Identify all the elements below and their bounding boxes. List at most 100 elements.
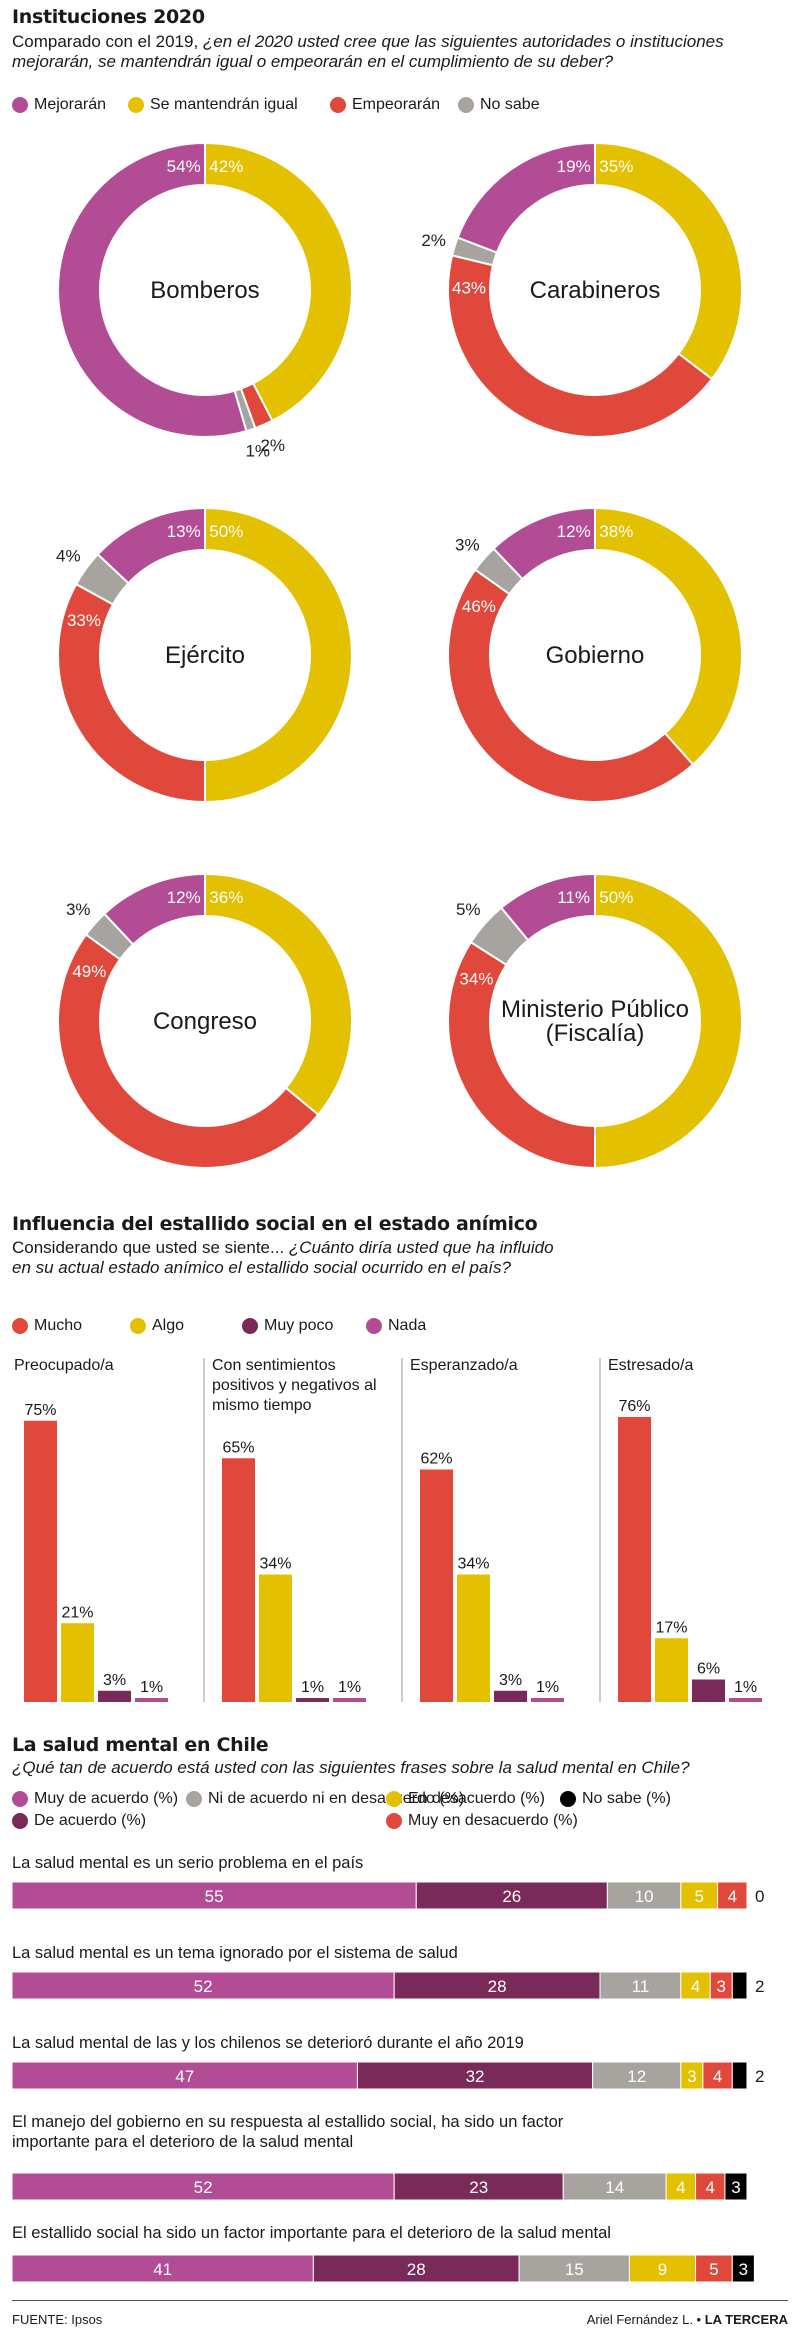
s2-legend-item-muy-poco: Muy poco [242,1317,333,1335]
bar-group-con-sentimientos-positivos-y-n: 65% 34% 1% 1% [222,1439,366,1702]
segment-en-desacuerdo [680,1881,719,1910]
segment-muy-de-acuerdo [11,1971,395,2000]
section1-subtitle: Comparado con el 2019, ¿en el 2020 usted… [12,32,792,72]
legend-label: Muy poco [264,1317,334,1334]
s2-legend-item-algo: Algo [130,1317,184,1335]
segment-value-label: 2 [755,1977,764,1996]
bar-mucho [222,1458,255,1702]
donut-value-label: 2% [421,231,446,250]
legend-swatch [12,1813,28,1829]
legend-swatch [12,97,28,113]
statement-label: El manejo del gobierno en su respuesta a… [12,2113,564,2151]
source-note: FUENTE: Ipsos [12,2312,103,2327]
bar-algo [259,1574,292,1702]
stacked-row: 55 26 10 5 4 0 [11,1881,764,1910]
bar-value-label: 75% [24,1402,56,1419]
legend-swatch [12,1791,28,1807]
segment-value-label: 3 [687,2067,696,2086]
donut-value-label: 2% [260,436,285,455]
donut-charts: 42%2%1%54%Bomberos35%43%2%19%Carabineros… [56,141,743,1170]
legend-label: Mejorarán [34,96,107,113]
segment-value-label: 26 [502,1887,521,1906]
section3-title: La salud mental en Chile [12,1734,269,1756]
bar-group-label: Esperanzado/a [410,1357,518,1374]
bar-value-label: 65% [222,1439,254,1456]
donut-slice-mejoraran [102,872,206,946]
legend-label: Empeorarán [352,96,441,113]
segment-value-label: 41 [153,2260,172,2279]
segment-value-label: 4 [676,2178,685,2197]
credit: Ariel Fernández L. • LA TERCERA [587,2312,788,2327]
legend-swatch [130,1318,146,1334]
segment-value-label: 52 [194,1977,213,1996]
section1-subtitle-question: ¿en el 2020 usted cree que las siguiente… [12,32,724,71]
legend-swatch [242,1318,258,1334]
s2-legend-item-nada: Nada [366,1317,426,1335]
donut-value-label: 50% [209,522,243,541]
segment-no-sabe [731,2254,755,2283]
section2-title: Influencia del estallido social en el es… [12,1213,538,1235]
segment-muy-en-desacuerdo [717,1881,748,1910]
donut-slice-empeoraran [447,254,714,438]
bar-value-label: 1% [140,1679,163,1696]
donut-center-label: Bomberos [150,277,259,304]
bar-mucho [618,1417,651,1702]
bar-mucho [24,1420,57,1702]
segment-de-acuerdo [312,2254,520,2283]
bar-mucho [420,1469,453,1702]
segment-value-label: 47 [175,2067,194,2086]
donut-slice-se-mantendran-igual [204,141,353,423]
donut-gobierno: 38% 46% 3% 12% Gobierno [447,506,743,803]
donut-slice-se-mantendran-igual [594,872,743,1170]
segment-no-sabe [731,2061,748,2090]
donut-value-label: 42% [209,157,243,176]
segment-value-label: 23 [469,2178,488,2197]
donut-value-label: 12% [557,522,591,541]
donut-value-label: 33% [67,611,101,630]
bar-group-label: Estresado/a [608,1357,694,1374]
stacked-row: 47 32 12 3 4 2 [11,2061,764,2090]
bar-group-esperanzado-a: 62% 34% 3% 1% [420,1451,564,1702]
outlet-name: LA TERCERA [704,2312,788,2327]
donut-slice-mejoraran [499,872,596,942]
bar-value-label: 62% [420,1451,452,1468]
segment-no-sabe [731,1971,748,2000]
legend-swatch [458,97,474,113]
segment-value-label: 5 [709,2260,718,2279]
bar-algo [655,1638,688,1702]
donut-slice-mejoraran [96,506,206,585]
segment-value-label: 28 [488,1977,507,1996]
bar-group-label: Con sentimientos positivos y negativos a… [212,1357,377,1414]
bar-nada [135,1698,168,1702]
donut-slice-mejoraran [492,506,596,581]
bar-value-label: 34% [259,1556,291,1573]
segment-value-label: 0 [755,1887,764,1906]
segment-muy-en-desacuerdo [695,2254,733,2283]
segment-no-sabe [724,2172,748,2201]
donut-slice-empeoraran [447,940,596,1170]
donut-value-label: 50% [599,888,633,907]
segment-ni-de-acuerdo-ni-en-desacuerdo [592,2061,682,2090]
section3-subtitle-question: ¿Qué tan de acuerdo está usted con las s… [12,1758,690,1777]
legend-swatch [366,1318,382,1334]
donut-value-label: 19% [557,157,591,176]
bar-muy-poco [692,1679,725,1702]
donut-ministerio-publico-fiscalia: 50% 34% 5% 11% Ministerio Público(Fiscalía) [447,872,743,1170]
bar-value-label: 21% [61,1604,93,1621]
segment-value-label: 4 [691,1977,700,1996]
s3-legend-item-en-desacuerdo: En desacuerdo (%) [386,1790,545,1808]
bar-value-label: 34% [457,1556,489,1573]
segment-value-label: 3 [731,2178,740,2197]
s1-legend-item-mejoraran: Mejorarán [12,96,106,114]
donut-center-label: Ministerio Público [501,996,689,1023]
donut-value-label: 36% [209,888,243,907]
donut-slice-se-mantendran-igual [204,872,353,1117]
legend-label: Nada [388,1317,427,1334]
bar-value-label: 1% [734,1679,757,1696]
donut-slice-mejoraran [456,141,596,254]
bar-value-label: 3% [499,1672,522,1689]
footer-divider [12,2300,788,2301]
donut-slice-empeoraran [57,933,320,1169]
legend-swatch [330,97,346,113]
section2-subtitle-lead: Considerando que usted se siente... [12,1238,289,1257]
